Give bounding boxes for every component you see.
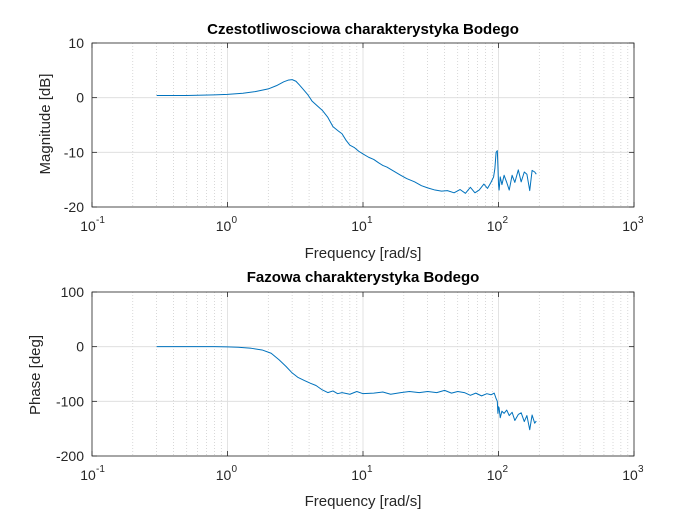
- phase-x-tick-exponent: 1: [367, 464, 373, 475]
- phase-x-tick-exponent: 2: [503, 464, 509, 475]
- magnitude-x-axis-label: Frequency [rad/s]: [305, 245, 422, 262]
- phase-y-tick-label: -100: [56, 393, 84, 409]
- phase-y-tick-label: 0: [76, 339, 84, 355]
- phase-x-axis-label: Frequency [rad/s]: [305, 493, 422, 510]
- phase-x-tick-label: 10: [351, 467, 367, 483]
- magnitude-x-tick-label: 10: [216, 218, 232, 234]
- phase-x-tick-label: 10: [216, 467, 232, 483]
- magnitude-y-axis-label: Magnitude [dB]: [37, 74, 54, 175]
- magnitude-y-tick-label: 0: [76, 90, 84, 106]
- magnitude-y-tick-label: 10: [68, 35, 84, 51]
- phase-axes: Fazowa charakterystyka Bodego Frequency …: [27, 269, 644, 510]
- phase-series-line: [156, 346, 537, 431]
- phase-y-tick-label: 100: [61, 284, 85, 300]
- phase-x-tick-label: 10: [622, 467, 638, 483]
- magnitude-x-tick-exponent: 1: [367, 215, 373, 226]
- magnitude-x-tick-exponent: 3: [638, 215, 644, 226]
- magnitude-title: Czestotliwosciowa charakterystyka Bodego: [207, 21, 519, 38]
- magnitude-x-tick-label: 10: [80, 218, 96, 234]
- phase-title: Fazowa charakterystyka Bodego: [247, 269, 480, 286]
- phase-x-tick-exponent: 3: [638, 464, 644, 475]
- magnitude-y-tick-label: -20: [64, 199, 84, 215]
- phase-x-tick-exponent: -1: [96, 464, 105, 475]
- magnitude-x-tick-label: 10: [622, 218, 638, 234]
- phase-x-tick-label: 10: [80, 467, 96, 483]
- phase-y-axis-label: Phase [deg]: [27, 335, 44, 415]
- phase-x-tick-label: 10: [487, 467, 503, 483]
- magnitude-x-tick-label: 10: [487, 218, 503, 234]
- magnitude-series-line: [156, 79, 537, 194]
- magnitude-axes: Czestotliwosciowa charakterystyka Bodego…: [37, 21, 644, 262]
- magnitude-x-tick-exponent: 2: [503, 215, 509, 226]
- magnitude-x-tick-exponent: -1: [96, 215, 105, 226]
- phase-x-tick-exponent: 0: [232, 464, 238, 475]
- magnitude-x-tick-label: 10: [351, 218, 367, 234]
- phase-y-tick-label: -200: [56, 448, 84, 464]
- magnitude-y-tick-label: -10: [64, 144, 84, 160]
- magnitude-x-tick-exponent: 0: [232, 215, 238, 226]
